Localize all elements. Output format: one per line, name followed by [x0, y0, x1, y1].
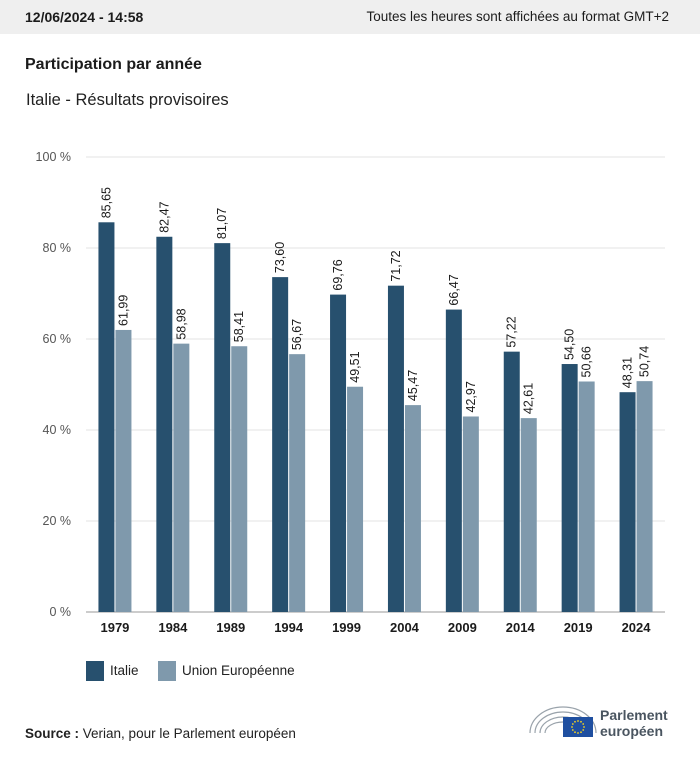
- data-label: 56,67: [290, 319, 304, 350]
- bar-union-europeenne-2024: [636, 381, 653, 612]
- bar-union-europeenne-2004: [404, 405, 421, 612]
- x-tick-label: 2009: [448, 620, 477, 635]
- data-label: 45,47: [406, 370, 420, 401]
- eu-star-icon: [582, 723, 585, 725]
- bar-chart: 0 % 20 % 40 % 60 % 80 % 100 % 85,65 61,99 1979 82…: [36, 150, 665, 635]
- eu-star-icon: [580, 731, 582, 734]
- data-label: 54,50: [563, 329, 577, 360]
- y-tick-label: 100 %: [36, 150, 71, 164]
- x-tick-label: 1989: [216, 620, 245, 635]
- parliament-logo: Parlement européen: [528, 703, 678, 739]
- legend-swatch-italie: [86, 661, 104, 681]
- bar-union-europeenne-2019: [578, 381, 595, 612]
- data-label: 57,22: [505, 316, 519, 347]
- eu-star-icon: [577, 720, 579, 722]
- source-label: Source :: [25, 726, 80, 741]
- x-tick-label: 1979: [100, 620, 129, 635]
- eu-star-icon: [583, 726, 585, 728]
- x-tick-label: 1984: [158, 620, 188, 635]
- legend-swatch-union-europeenne: [158, 661, 176, 681]
- logo-text: Parlement européen: [600, 707, 668, 739]
- legend-label-union-europeenne: Union Européenne: [182, 663, 295, 678]
- logo-line-2: européen: [600, 723, 664, 739]
- eu-star-icon: [571, 726, 573, 728]
- parliament-hemicycle-icon: [529, 706, 597, 737]
- eu-star-icon: [577, 732, 579, 734]
- bar-union-europeenne-1994: [289, 354, 306, 612]
- bar-union-europeenne-1979: [115, 329, 132, 612]
- bar-italie-2009: [445, 309, 462, 612]
- data-label: 61,99: [116, 295, 130, 326]
- data-label: 85,65: [99, 187, 113, 218]
- eu-star-icon: [580, 720, 582, 723]
- x-tick-label: 2014: [506, 620, 536, 635]
- y-tick-label: 20 %: [43, 514, 72, 528]
- source-text: Verian, pour le Parlement européen: [82, 726, 296, 741]
- legend-label-italie: Italie: [110, 663, 139, 678]
- eu-star-icon: [574, 731, 576, 734]
- bar-union-europeenne-1989: [231, 346, 248, 612]
- logo-line-1: Parlement: [600, 707, 668, 723]
- data-label: 66,47: [447, 274, 461, 305]
- x-tick-label: 1994: [274, 620, 304, 635]
- data-label: 73,60: [273, 242, 287, 273]
- data-label: 82,47: [157, 201, 171, 232]
- chart-title: Participation par année: [25, 56, 202, 73]
- eu-star-icon: [574, 720, 576, 723]
- data-label: 49,51: [348, 351, 362, 382]
- bar-union-europeenne-2009: [462, 416, 479, 612]
- data-label: 50,66: [580, 346, 594, 377]
- y-tick-label: 40 %: [43, 423, 72, 437]
- bar-italie-1994: [272, 277, 289, 612]
- data-label: 42,61: [522, 383, 536, 414]
- timezone-note: Toutes les heures sont affichées au form…: [366, 9, 669, 24]
- data-label: 58,98: [174, 308, 188, 339]
- bar-italie-2024: [619, 392, 636, 612]
- data-label: 50,74: [638, 346, 652, 377]
- y-tick-label: 60 %: [43, 332, 72, 346]
- y-tick-label: 0 %: [49, 605, 71, 619]
- top-bar: 12/06/2024 - 14:58 Toutes les heures son…: [0, 0, 700, 34]
- eu-flag-icon: [563, 717, 593, 737]
- bar-union-europeenne-1999: [347, 386, 364, 612]
- chart-subtitle: Italie - Résultats provisoires: [26, 91, 229, 109]
- bar-union-europeenne-2014: [520, 418, 537, 612]
- bar-italie-1989: [214, 243, 231, 612]
- bar-italie-1999: [330, 294, 347, 612]
- x-tick-label: 2019: [564, 620, 593, 635]
- eu-star-icon: [582, 729, 585, 731]
- bar-italie-1979: [98, 222, 115, 612]
- data-label: 71,72: [389, 250, 403, 281]
- data-label: 69,76: [331, 259, 345, 290]
- data-label: 58,41: [232, 311, 246, 342]
- bar-italie-1984: [156, 236, 173, 612]
- data-label: 42,97: [464, 381, 478, 412]
- x-tick-label: 2004: [390, 620, 420, 635]
- y-tick-label: 80 %: [43, 241, 72, 255]
- bar-italie-2004: [387, 285, 404, 612]
- x-tick-label: 1999: [332, 620, 361, 635]
- bar-italie-2014: [503, 351, 520, 612]
- bar-union-europeenne-1984: [173, 343, 190, 612]
- data-label: 81,07: [215, 208, 229, 239]
- x-tick-label: 2024: [622, 620, 652, 635]
- bar-italie-2019: [561, 364, 578, 612]
- eu-star-icon: [571, 729, 574, 731]
- source-note: Source : Verian, pour le Parlement europ…: [25, 726, 296, 741]
- data-label: 48,31: [621, 357, 635, 388]
- timestamp: 12/06/2024 - 14:58: [25, 9, 144, 25]
- eu-star-icon: [571, 723, 574, 725]
